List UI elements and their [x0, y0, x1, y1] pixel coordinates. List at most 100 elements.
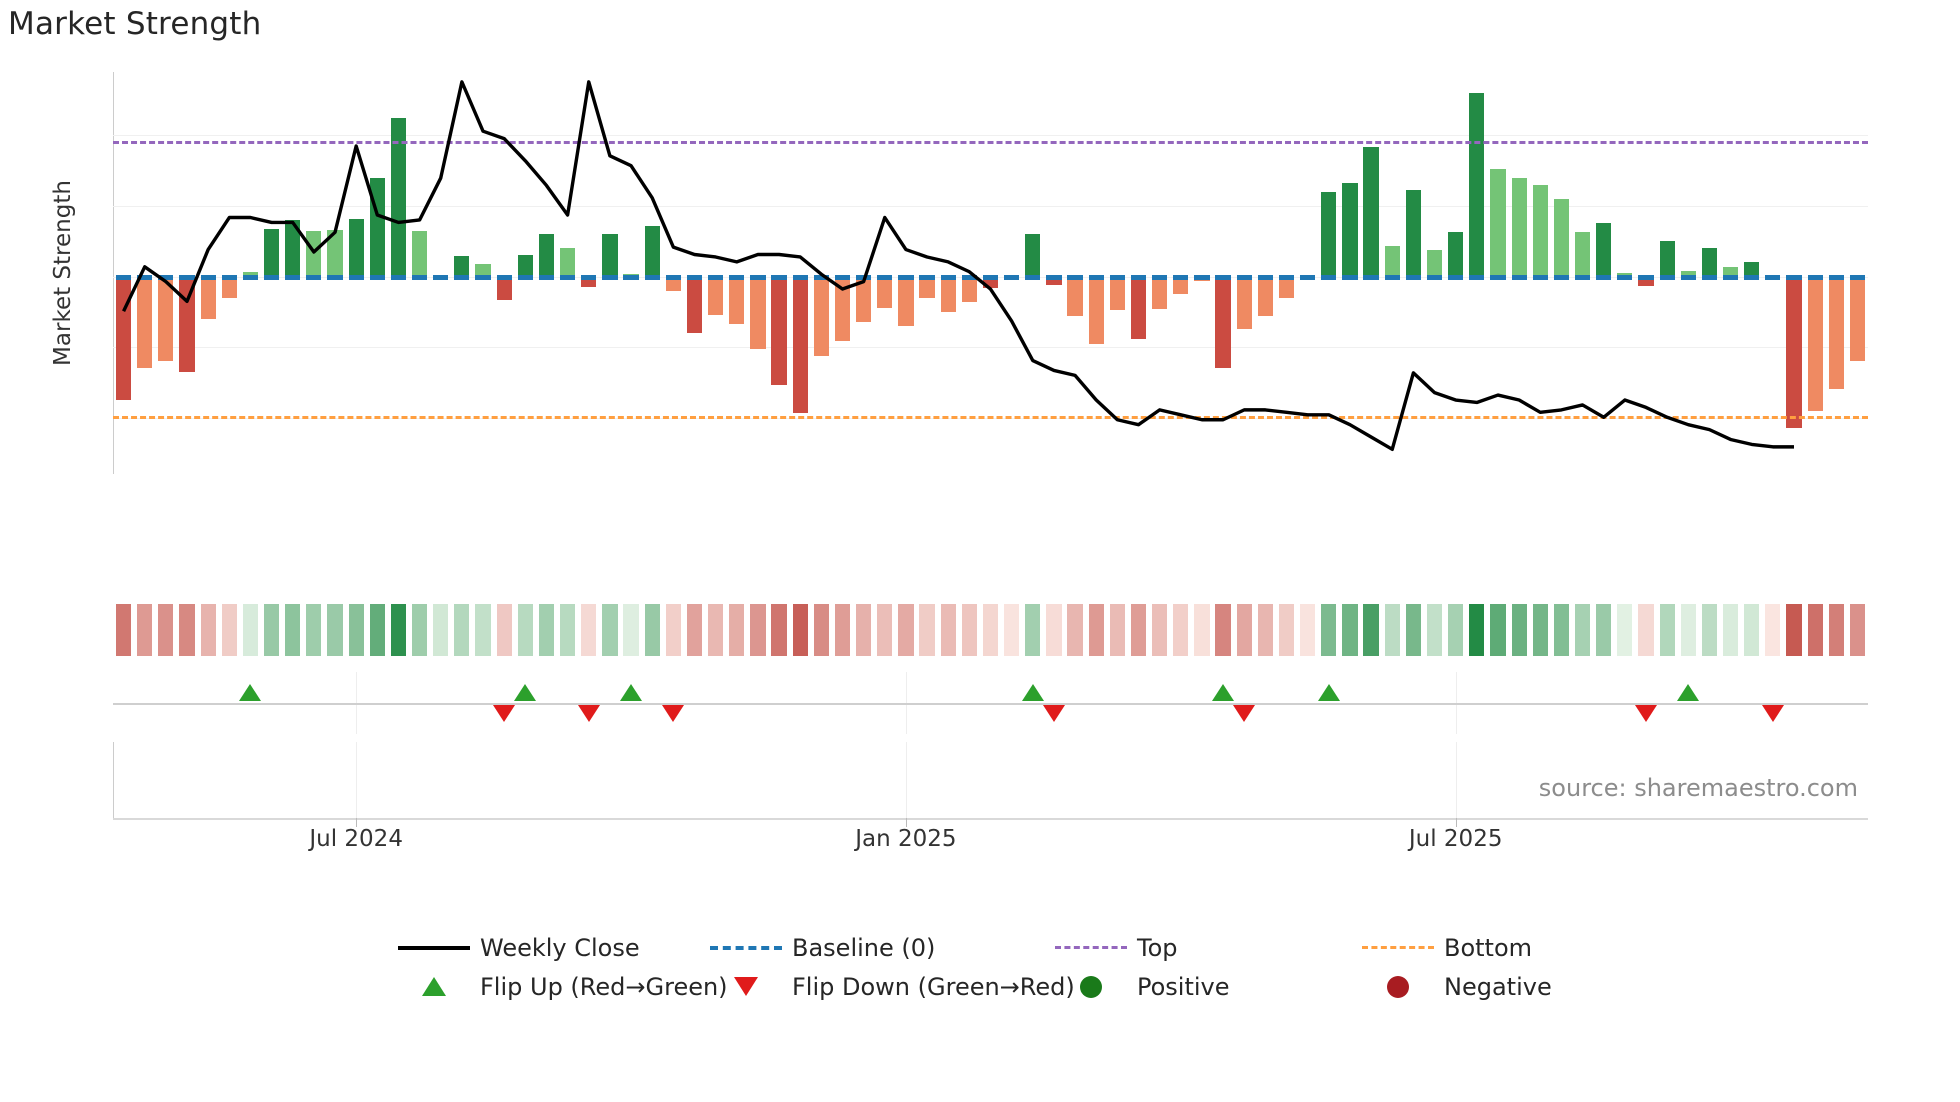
flip-up-marker — [1021, 684, 1044, 701]
heat-cell — [1426, 604, 1443, 656]
dashed-line-purple-icon — [1055, 946, 1127, 949]
flip-down-marker — [662, 705, 685, 722]
baseline-stub — [1384, 274, 1400, 280]
bottom-reference-line — [113, 416, 1868, 420]
bar-negative — [137, 276, 153, 369]
heat-cell — [517, 604, 533, 656]
bar-positive — [390, 117, 407, 277]
bar-negative — [771, 276, 787, 386]
bar-positive — [1553, 198, 1569, 277]
legend-label: Top — [1137, 933, 1178, 962]
baseline-stub — [1278, 274, 1295, 280]
heat-cell — [1025, 604, 1041, 656]
heat-cell — [327, 604, 343, 656]
legend-swatch — [388, 945, 480, 950]
bar-negative — [834, 276, 851, 342]
heat-cell — [1342, 604, 1358, 656]
baseline-stub — [813, 274, 829, 280]
bar-negative — [1173, 276, 1189, 295]
heat-cell — [1701, 604, 1718, 656]
legend-item-flip-down[interactable]: Flip Down (Green→Red) — [700, 967, 1075, 1006]
legend-item-positive[interactable]: Positive — [1045, 967, 1230, 1006]
heat-cell — [263, 604, 280, 656]
heat-cell — [1278, 604, 1295, 656]
heat-cell — [1109, 604, 1125, 656]
bar-negative — [1257, 276, 1273, 316]
dashed-line-orange-icon — [1362, 946, 1434, 949]
baseline-stub — [1405, 274, 1421, 280]
bar-negative — [1215, 276, 1231, 369]
legend-item-weekly-close[interactable]: Weekly Close — [388, 928, 640, 967]
left-axis-spine — [113, 72, 114, 474]
x-tick-mark — [1455, 818, 1457, 827]
baseline-stub — [158, 274, 174, 280]
bar-negative — [200, 276, 216, 319]
heat-cell — [1490, 604, 1506, 656]
baseline-stub — [411, 274, 428, 280]
gridline-y--10 — [113, 347, 1868, 349]
baseline-stub — [1765, 274, 1781, 280]
x-tick-label: Jul 2024 — [309, 826, 403, 852]
bar-negative — [1638, 276, 1654, 286]
heat-cell — [1659, 604, 1675, 656]
baseline-stub — [1025, 274, 1041, 280]
legend-item-baseline[interactable]: Baseline (0) — [700, 928, 935, 967]
heat-cell — [834, 604, 851, 656]
legend-label: Bottom — [1444, 933, 1533, 962]
bar-positive — [1342, 182, 1358, 277]
legend-item-negative[interactable]: Negative — [1352, 967, 1552, 1006]
main-chart-plot: 20100−10−20 1201008060 Market Strength W… — [50, 72, 1868, 474]
baseline-stub — [898, 274, 914, 280]
bar-positive — [517, 255, 533, 277]
legend-item-flip-up[interactable]: Flip Up (Red→Green) — [388, 967, 728, 1006]
bar-positive — [348, 219, 364, 277]
heat-cell — [750, 604, 766, 656]
heat-cell — [729, 604, 745, 656]
lower-band-baseline — [113, 818, 1868, 820]
flip-up-marker — [1317, 684, 1340, 701]
heat-cell — [1638, 604, 1654, 656]
heat-cell — [1469, 604, 1485, 656]
heat-cell — [961, 604, 977, 656]
baseline-stub — [1257, 274, 1273, 280]
heat-cell — [348, 604, 364, 656]
heat-cell — [1532, 604, 1548, 656]
triangle-up-icon — [422, 977, 446, 996]
bar-negative — [877, 276, 893, 309]
heat-cell — [1828, 604, 1844, 656]
heat-cell — [1321, 604, 1337, 656]
heat-cell — [137, 604, 153, 656]
flip-up-marker — [1212, 684, 1235, 701]
bar-positive — [1426, 249, 1443, 277]
bar-negative — [961, 276, 977, 302]
bar-negative — [686, 276, 703, 333]
legend-row-secondary: Flip Up (Red→Green) Flip Down (Green→Red)… — [0, 967, 1960, 1006]
baseline-stub — [1342, 274, 1358, 280]
flip-down-marker — [493, 705, 516, 722]
baseline-stub — [454, 274, 470, 280]
bar-positive — [1532, 184, 1548, 277]
flip-down-marker — [1761, 705, 1784, 722]
baseline-stub — [1553, 274, 1569, 280]
baseline-stub — [1109, 274, 1125, 280]
heat-cell — [1257, 604, 1273, 656]
bar-positive — [475, 263, 491, 277]
heat-cell — [919, 604, 935, 656]
baseline-stub — [1659, 274, 1675, 280]
heat-cell — [813, 604, 829, 656]
legend-item-top[interactable]: Top — [1045, 928, 1178, 967]
baseline-stub — [1130, 274, 1147, 280]
baseline-stub — [369, 274, 385, 280]
bar-positive — [411, 230, 428, 277]
strength-heat-strip — [113, 604, 1868, 656]
baseline-stub — [1426, 274, 1443, 280]
dashed-line-blue-icon — [710, 945, 782, 950]
heat-cell — [1680, 604, 1696, 656]
legend-item-bottom[interactable]: Bottom — [1352, 928, 1532, 967]
baseline-stub — [263, 274, 280, 280]
solid-line-icon — [398, 945, 470, 950]
weekly-close-line — [122, 80, 1794, 452]
baseline-stub — [1680, 274, 1696, 280]
baseline-stub — [517, 274, 533, 280]
heat-cell — [454, 604, 470, 656]
